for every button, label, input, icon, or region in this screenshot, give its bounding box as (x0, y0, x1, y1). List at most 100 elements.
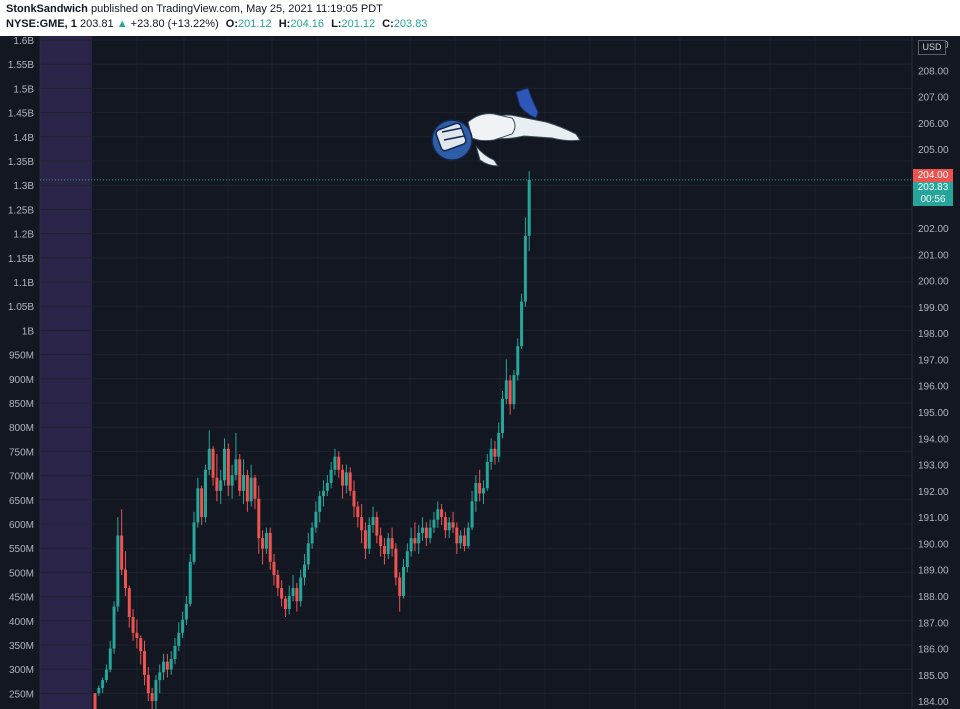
candle-up[interactable] (520, 301, 524, 347)
candle-up[interactable] (230, 475, 234, 486)
candle-down[interactable] (165, 661, 169, 670)
candle-down[interactable] (398, 577, 402, 596)
candle-up[interactable] (421, 527, 425, 533)
candle-up[interactable] (432, 519, 436, 528)
candle-up[interactable] (196, 488, 200, 523)
candle-up[interactable] (299, 577, 303, 602)
candle-up[interactable] (177, 632, 181, 646)
candle-up[interactable] (344, 472, 348, 486)
candle-down[interactable] (226, 448, 230, 486)
candle-up[interactable] (158, 672, 162, 681)
candle-down[interactable] (451, 522, 455, 528)
candle-up[interactable] (104, 669, 108, 681)
chart-area[interactable]: 1.6B 1.55B 1.5B 1.45B 1.4B 1.35B 1.3B 1.25B 1.2B… (0, 36, 960, 709)
candle-down[interactable] (295, 588, 299, 602)
candle-down[interactable] (143, 651, 147, 675)
candle-down[interactable] (120, 535, 124, 570)
candle-down[interactable] (478, 482, 482, 494)
candle-down[interactable] (272, 561, 276, 575)
candle-up[interactable] (192, 522, 196, 562)
candle-down[interactable] (146, 674, 150, 694)
candle-down[interactable] (276, 574, 280, 589)
candle-up[interactable] (371, 517, 375, 526)
candle-down[interactable] (394, 548, 398, 578)
candle-up[interactable] (516, 346, 520, 376)
candle-down[interactable] (93, 693, 97, 709)
candle-down[interactable] (215, 477, 219, 491)
candle-up[interactable] (386, 538, 390, 554)
candle-down[interactable] (424, 527, 428, 539)
candle-down[interactable] (440, 509, 444, 518)
candle-down[interactable] (268, 532, 272, 562)
candle-up[interactable] (402, 567, 406, 596)
price-axis[interactable]: 209.00208.00207.00206.00205.00204.00203.… (918, 40, 949, 708)
currency-selector[interactable]: USD (918, 40, 946, 55)
candlestick-chart[interactable]: 1.6B 1.55B 1.5B 1.45B 1.4B 1.35B 1.3B 1.25B 1.2B… (0, 36, 960, 709)
candle-down[interactable] (379, 535, 383, 547)
candle-up[interactable] (466, 527, 470, 547)
candle-up[interactable] (504, 380, 508, 399)
candle-down[interactable] (413, 538, 417, 544)
candle-up[interactable] (112, 606, 116, 649)
candle-down[interactable] (341, 469, 345, 486)
candle-down[interactable] (363, 530, 367, 549)
candle-down[interactable] (211, 448, 215, 478)
candle-up[interactable] (523, 235, 527, 302)
candle-down[interactable] (127, 588, 131, 618)
candle-down[interactable] (508, 380, 512, 405)
candle-up[interactable] (97, 687, 101, 694)
candle-up[interactable] (203, 469, 207, 518)
candle-down[interactable] (352, 490, 356, 507)
volume-axis[interactable]: 1.6B 1.55B 1.5B 1.45B 1.4B 1.35B 1.3B 1.25B 1.2B… (8, 36, 34, 700)
candle-up[interactable] (325, 482, 329, 491)
candle-up[interactable] (242, 475, 246, 491)
candle-up[interactable] (306, 543, 310, 565)
candle-up[interactable] (181, 619, 185, 633)
candle-down[interactable] (375, 517, 379, 536)
candle-up[interactable] (501, 398, 505, 434)
candle-up[interactable] (470, 501, 474, 528)
candle-up[interactable] (310, 527, 314, 544)
candle-down[interactable] (135, 632, 139, 639)
candle-up[interactable] (234, 459, 238, 476)
candle-up[interactable] (447, 522, 451, 531)
candle-up[interactable] (188, 561, 192, 604)
candle-down[interactable] (150, 693, 154, 702)
candle-up[interactable] (428, 527, 432, 539)
candle-up[interactable] (169, 659, 173, 670)
candle-up[interactable] (314, 511, 318, 528)
candle-up[interactable] (512, 375, 516, 405)
candle-up[interactable] (497, 433, 501, 457)
candle-up[interactable] (184, 603, 188, 620)
candle-up[interactable] (108, 648, 112, 670)
candle-up[interactable] (409, 538, 413, 552)
candle-down[interactable] (245, 475, 249, 502)
candle-down[interactable] (238, 459, 242, 491)
candle-up[interactable] (116, 535, 120, 607)
candle-up[interactable] (249, 477, 253, 502)
candle-up[interactable] (333, 456, 337, 470)
candle-down[interactable] (257, 498, 261, 539)
candle-down[interactable] (123, 569, 127, 589)
candle-down[interactable] (360, 517, 364, 531)
candle-down[interactable] (390, 538, 394, 549)
candle-up[interactable] (101, 680, 105, 688)
candle-up[interactable] (481, 488, 485, 494)
candle-up[interactable] (459, 535, 463, 544)
candle-down[interactable] (462, 535, 466, 547)
candle-down[interactable] (200, 488, 204, 518)
candle-up[interactable] (222, 448, 226, 481)
candle-up[interactable] (322, 490, 326, 497)
candle-down[interactable] (280, 588, 284, 599)
candle-up[interactable] (173, 645, 177, 660)
candle-down[interactable] (261, 538, 265, 549)
author-name[interactable]: StonkSandwich (6, 3, 88, 15)
candle-down[interactable] (493, 448, 497, 457)
candle-down[interactable] (131, 617, 135, 633)
candle-up[interactable] (302, 564, 306, 578)
candle-down[interactable] (443, 517, 447, 531)
candle-up[interactable] (485, 461, 489, 489)
candle-down[interactable] (348, 472, 352, 491)
candle-up[interactable] (162, 661, 166, 673)
candle-up[interactable] (264, 532, 268, 549)
